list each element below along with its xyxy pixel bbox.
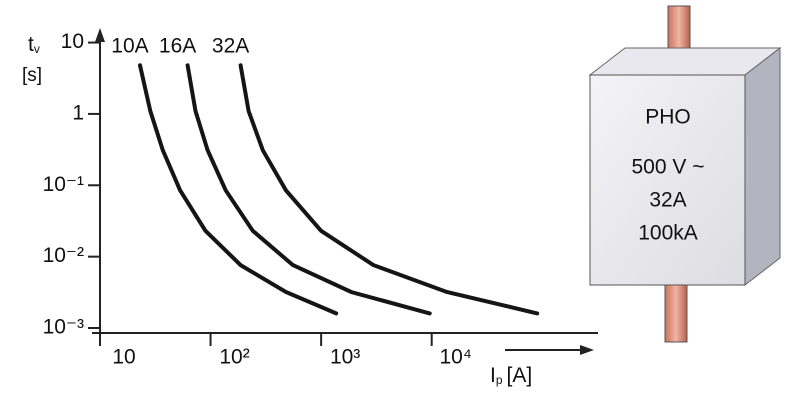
axis-arrow [580, 345, 594, 355]
fuse-text: PHO [645, 106, 691, 129]
series-label: 10A [111, 35, 148, 58]
y-label-unit: [s] [22, 65, 42, 86]
y-label: tv [28, 33, 40, 57]
fuse-text: 500 V ~ [632, 156, 705, 179]
fuse-illustration: PHO 500 V ~ 32A 100kA [588, 5, 782, 343]
curve [185, 63, 432, 316]
y-tick-label: 10⁻³ [43, 316, 84, 339]
y-tick-label: 10⁻² [43, 244, 84, 267]
y-tick-label: 1 [72, 101, 84, 124]
curve [138, 63, 339, 316]
curve [238, 63, 540, 316]
x-tick-label: 10³ [330, 346, 360, 369]
x-tick-label: 10² [219, 346, 249, 369]
fuse-text: 100kA [638, 222, 698, 245]
y-tick-label: 10⁻¹ [43, 173, 84, 196]
x-tick-label: 10⁴ [439, 346, 471, 369]
fuse-side [744, 46, 781, 287]
axis-arrow [95, 28, 105, 42]
series-label: 16A [159, 35, 196, 58]
fuse-tab [664, 279, 688, 343]
x-label: Ip [A] [490, 364, 532, 388]
y-tick-label: 10 [61, 30, 84, 53]
fuse-front [589, 74, 746, 286]
fuse-text: 32A [649, 189, 686, 212]
x-tick-label: 10 [112, 346, 135, 369]
series-label: 32A [212, 35, 249, 58]
